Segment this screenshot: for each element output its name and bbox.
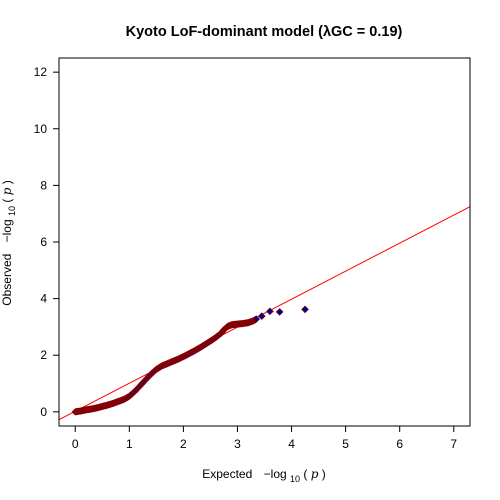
data-point (301, 305, 309, 314)
y-tick-label: 2 (40, 348, 47, 362)
x-tick-label: 7 (450, 437, 457, 451)
data-point (275, 308, 284, 316)
y-tick-label: 10 (34, 122, 48, 136)
x-tick-label: 6 (396, 437, 403, 451)
x-axis-label-prefix: Expected (202, 467, 252, 481)
x-tick-label: 2 (180, 437, 187, 451)
data-point (257, 312, 266, 320)
x-tick-label: 5 (342, 437, 349, 451)
x-tick-label: 4 (288, 437, 295, 451)
y-axis-label-prefix: Observed (0, 254, 14, 306)
y-axis: 0 2 4 6 8 10 12 (34, 65, 59, 419)
y-tick-label: 0 (40, 405, 47, 419)
reference-line (58, 206, 471, 421)
plot-frame (58, 57, 471, 427)
data-point (266, 307, 274, 316)
x-axis-label-minus: −log (264, 467, 287, 481)
x-tick-label: 0 (72, 437, 79, 451)
x-axis: 0 1 2 3 4 5 6 7 (72, 426, 457, 451)
y-tick-label: 6 (40, 235, 47, 249)
x-axis-label: Expected −log 10 ( p ) (202, 467, 326, 485)
x-tick-label: 1 (126, 437, 133, 451)
x-axis-label-sub: 10 (290, 474, 300, 484)
x-tick-label: 3 (234, 437, 241, 451)
y-axis-label-minus: −log (0, 219, 14, 242)
y-axis-label: Observed −log 10 ( p ) (0, 180, 18, 305)
y-axis-label-var: p (0, 187, 14, 195)
chart-title: Kyoto LoF-dominant model (λGC = 0.19) (126, 24, 403, 40)
y-tick-label: 12 (34, 65, 48, 79)
y-tick-label: 4 (40, 292, 47, 306)
y-axis-label-sub: 10 (7, 206, 17, 216)
data-points-layer (71, 305, 309, 416)
reference-line-layer (58, 206, 471, 421)
data-point (252, 315, 261, 323)
y-tick-label: 8 (40, 178, 47, 192)
x-axis-label-var: p (311, 467, 319, 481)
